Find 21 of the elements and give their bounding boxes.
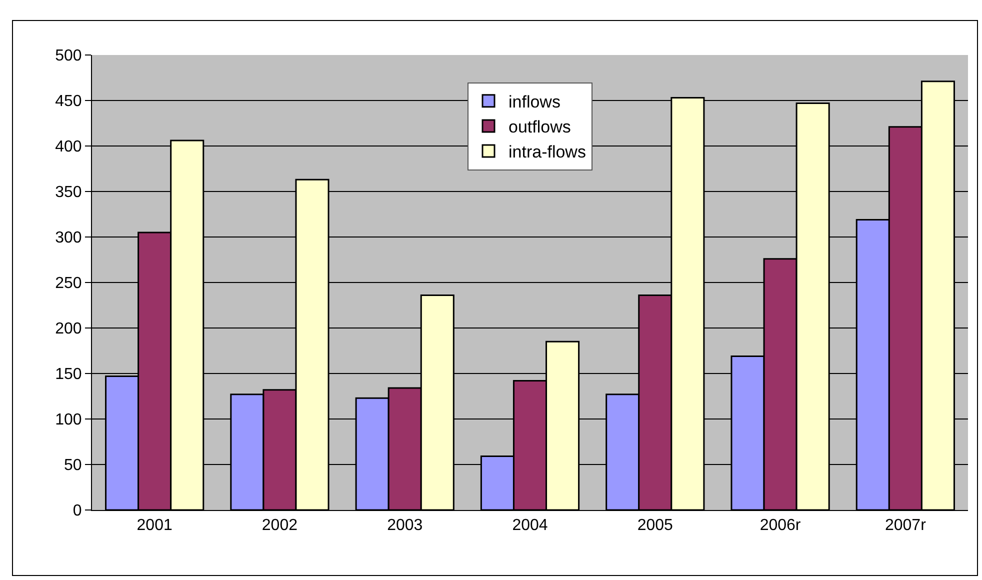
- y-tick-label: 100: [55, 412, 82, 429]
- legend-label: intra-flows: [508, 142, 586, 162]
- x-tick-label: 2001: [136, 517, 172, 534]
- y-tick-label: 250: [55, 275, 82, 292]
- y-tick-label: 150: [55, 366, 82, 384]
- x-tick-label: 2004: [512, 517, 548, 534]
- legend-label: outflows: [508, 118, 571, 137]
- y-tick-label: 0: [72, 502, 82, 520]
- x-tick-label: 2003: [387, 517, 423, 534]
- legend-label: inflows: [508, 92, 560, 112]
- y-tick-label: 350: [55, 184, 82, 202]
- y-tick-label: 200: [55, 320, 82, 338]
- y-tick-label: 400: [55, 138, 82, 156]
- x-tick-label: 2006r: [760, 517, 802, 534]
- y-tick-label: 450: [55, 93, 82, 110]
- x-tick-label: 2002: [262, 517, 298, 534]
- x-tick-label: 2007r: [884, 517, 927, 534]
- y-tick-label: 300: [55, 230, 82, 247]
- y-tick-label: 50: [64, 457, 82, 474]
- y-tick-label: 500: [55, 48, 82, 65]
- x-tick-label: 2005: [637, 517, 674, 534]
